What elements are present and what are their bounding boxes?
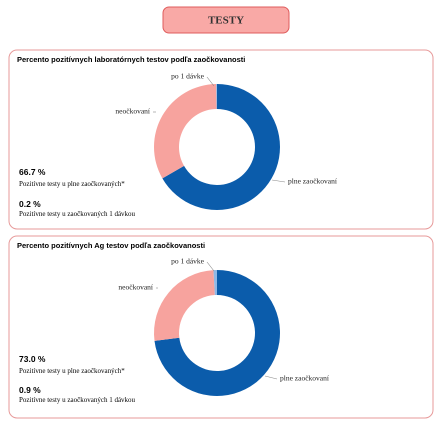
tab-title[interactable]: TESTY [208, 15, 244, 27]
slice-label: plne zaočkovaní [288, 177, 337, 186]
leader-line [206, 76, 215, 87]
leader-line [271, 179, 286, 183]
chart-title: Percento pozitívnych Ag testov podľa zao… [17, 241, 205, 250]
slice-label: neočkovaní [115, 107, 150, 116]
stat-value: 73.0 % [19, 354, 46, 364]
leader-line [264, 375, 278, 380]
donut-slice [154, 270, 215, 341]
donut-slice [213, 270, 217, 296]
stat-value: 0.2 % [19, 199, 41, 209]
leader-line [206, 261, 215, 272]
panel [8, 235, 434, 419]
stat-value: 66.7 % [19, 167, 46, 177]
slice-label: po 1 dávke [171, 257, 205, 266]
chart-title: Percento pozitívnych laboratórnych testo… [17, 55, 245, 64]
tab-button[interactable] [162, 6, 290, 34]
donut-slice [153, 84, 217, 179]
stat-caption: Pozitívne testy u plne zaočkovaných* [19, 367, 125, 375]
slice-label: plne zaočkovaní [280, 374, 329, 383]
stat-caption: Pozitívne testy u plne zaočkovaných* [19, 180, 125, 188]
donut-slice [216, 84, 217, 110]
slice-label: po 1 dávke [171, 72, 205, 81]
slice-label: neočkovaní [118, 283, 153, 292]
stat-caption: Pozitívne testy u zaočkovaných 1 dávkou [19, 210, 136, 218]
stat-value: 0.9 % [19, 385, 41, 395]
panel [8, 49, 434, 230]
donut-slice [162, 84, 280, 211]
stat-caption: Pozitívne testy u zaočkovaných 1 dávkou [19, 396, 136, 404]
donut-slice [154, 270, 280, 397]
